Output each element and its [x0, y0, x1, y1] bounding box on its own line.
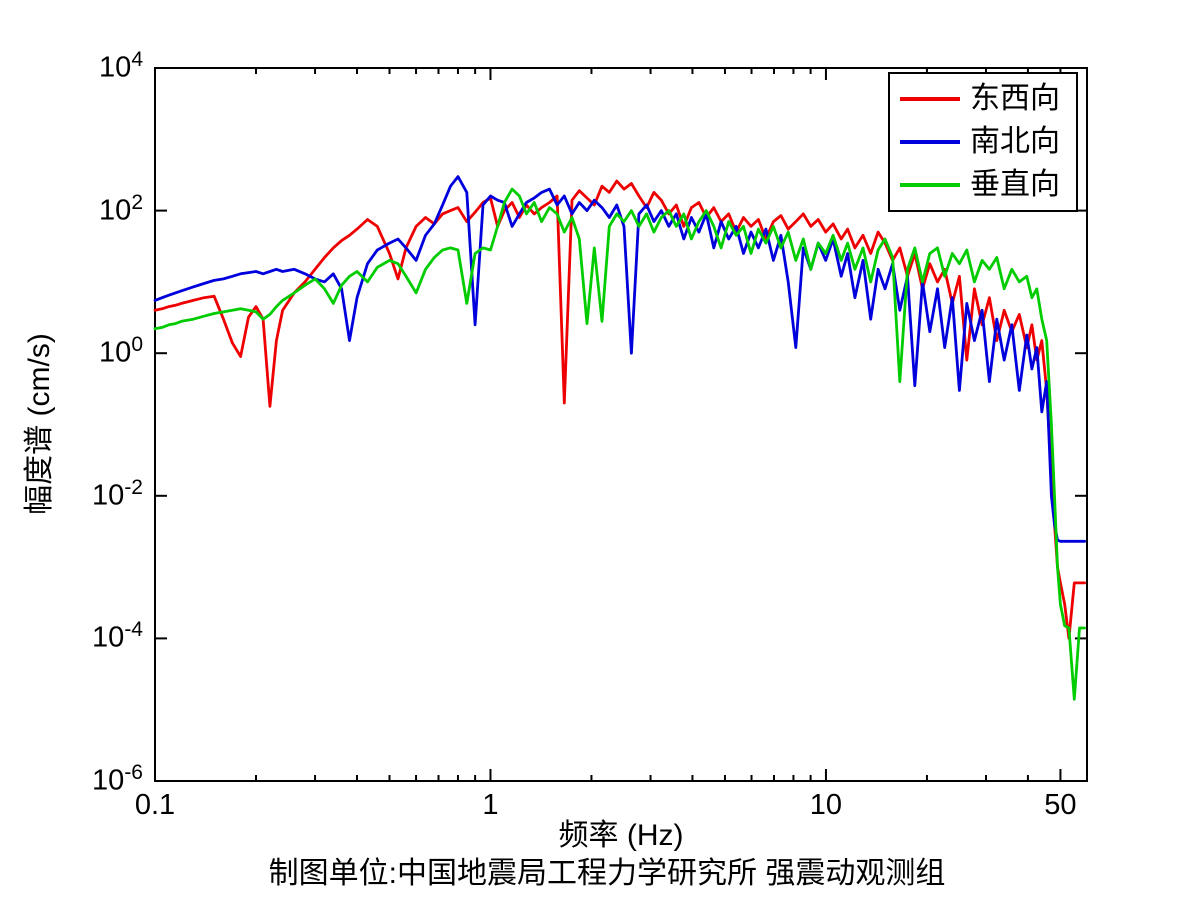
north-south-line-swatch — [900, 139, 960, 144]
series-line-0 — [153, 179, 1086, 640]
y-axis-label: 幅度谱 (cm/s) — [23, 333, 56, 515]
x-tick-label: 1 — [482, 789, 499, 821]
y-tick-label: 10-4 — [92, 618, 143, 654]
legend-item-east-west: 东西向 — [890, 78, 1076, 120]
legend-item-vertical: 垂直向 — [890, 164, 1076, 206]
east-west-line-swatch — [900, 97, 960, 102]
legend-item-north-south: 南北向 — [890, 121, 1076, 163]
series-line-1 — [153, 175, 1086, 543]
legend-label: 南北向 — [970, 124, 1060, 158]
caption: 制图单位:中国地震局工程力学研究所 强震动观测组 — [268, 857, 946, 890]
y-tick-label: 10-2 — [92, 475, 143, 512]
y-tick-label: 104 — [99, 47, 143, 84]
vertical-line-swatch — [900, 182, 960, 187]
series-line-2 — [153, 187, 1086, 701]
y-tick-label: 100 — [99, 333, 143, 369]
legend-label: 东西向 — [970, 82, 1060, 116]
y-tick-label: 102 — [99, 190, 143, 227]
plot-frame — [154, 67, 1088, 782]
x-tick-label: 0.1 — [134, 789, 176, 821]
x-tick-label: 50 — [1044, 789, 1077, 821]
x-axis-label: 频率 (Hz) — [558, 819, 684, 852]
legend-label: 垂直向 — [970, 167, 1060, 201]
y-tick-label: 10-6 — [92, 760, 143, 797]
legend: 东西向 南北向 垂直向 — [888, 72, 1078, 212]
x-tick-label: 10 — [809, 789, 843, 821]
